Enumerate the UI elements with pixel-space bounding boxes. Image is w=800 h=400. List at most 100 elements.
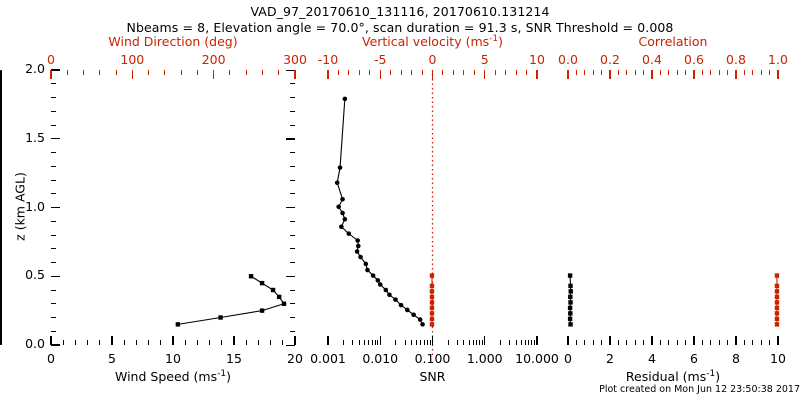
x-axis-bottom-minor-tick	[727, 340, 729, 345]
x-axis-top-minor-tick	[196, 70, 198, 75]
y-axis-minor-tick	[51, 97, 56, 98]
x-axis-bottom-label: Residual (ms-1)	[625, 369, 721, 385]
data-point-marker	[375, 278, 381, 283]
data-point-marker	[270, 287, 276, 293]
x-axis-bottom-minor-tick	[364, 340, 366, 345]
data-point-marker	[567, 316, 573, 322]
x-axis-bottom-tick-label: 10	[165, 351, 181, 366]
x-axis-top-minor-tick	[685, 70, 687, 75]
x-axis-bottom-minor-tick	[429, 340, 431, 345]
data-point-marker	[281, 301, 287, 306]
y-axis-tick	[51, 344, 60, 346]
x-axis-bottom-minor-tick	[468, 340, 470, 345]
x-axis-bottom-minor-tick	[659, 340, 661, 345]
x-axis-top-minor-tick	[526, 70, 528, 75]
data-point-marker	[429, 289, 435, 294]
x-axis-bottom-minor-tick	[509, 340, 511, 345]
y-axis-tick	[51, 138, 60, 140]
x-axis-top-minor-tick	[358, 70, 360, 75]
data-point-marker	[774, 273, 780, 278]
x-axis-bottom-minor-tick	[423, 340, 425, 345]
x-axis-bottom-tick	[536, 336, 538, 345]
x-axis-bottom-minor-tick	[701, 340, 703, 345]
x-axis-bottom-minor-tick	[499, 340, 501, 345]
plot-creation-timestamp: Plot created on Mon Jun 12 23:50:38 2017	[599, 384, 800, 395]
x-axis-bottom-minor-tick	[463, 340, 465, 345]
x-axis-top-tick-label: 1.0	[768, 52, 788, 67]
x-axis-top-minor-tick	[634, 70, 636, 75]
x-axis-bottom-minor-tick	[520, 340, 522, 345]
x-axis-bottom-minor-tick	[479, 340, 481, 345]
x-axis-top-tick-label: 0.8	[726, 52, 746, 67]
x-axis-bottom-minor-tick	[743, 340, 745, 345]
y-axis-right-tick	[290, 179, 295, 181]
x-axis-bottom-minor-tick	[270, 340, 272, 345]
y-axis-minor-tick	[51, 303, 56, 305]
data-point-marker	[429, 273, 435, 278]
y-axis-minor-tick	[51, 124, 56, 126]
x-axis-top-tick-label: 10	[529, 52, 545, 67]
data-point-marker	[429, 300, 435, 305]
x-axis-bottom-minor-tick	[395, 340, 397, 345]
x-axis-bottom-minor-tick	[601, 340, 603, 345]
y-axis-right-tick	[290, 330, 295, 332]
x-axis-bottom-tick	[327, 336, 329, 345]
x-axis-top-minor-tick	[617, 70, 619, 75]
data-point-marker	[248, 274, 254, 279]
x-axis-bottom-minor-tick	[416, 340, 418, 345]
y-axis-tick-label: 0.5	[25, 267, 45, 283]
x-axis-top-minor-tick	[676, 70, 678, 75]
x-axis-top-minor-tick	[584, 70, 586, 75]
x-axis-bottom-tick	[609, 336, 611, 345]
x-axis-top-label: Wind Direction (deg)	[108, 34, 238, 49]
y-axis-right-tick	[290, 97, 295, 98]
x-axis-top-minor-tick	[473, 70, 475, 75]
y-axis-minor-tick	[51, 289, 56, 291]
x-axis-bottom-minor-tick	[343, 340, 345, 345]
x-axis-top-tick	[735, 70, 737, 79]
x-axis-top-minor-tick	[643, 70, 645, 75]
data-point-marker	[429, 283, 435, 289]
x-axis-bottom-minor-tick	[257, 340, 259, 345]
x-axis-top-tick	[294, 70, 296, 79]
data-point-marker	[774, 311, 780, 316]
x-axis-top-minor-tick	[180, 70, 182, 75]
data-point-marker	[346, 231, 352, 236]
data-point-marker	[334, 180, 340, 186]
data-point-marker	[387, 292, 392, 298]
x-axis-top-minor-tick	[261, 70, 263, 75]
x-axis-bottom-tick-label: 1.000	[466, 351, 503, 366]
x-axis-top-label: Vertical velocity (ms-1)	[361, 34, 504, 50]
y-axis-right-tick	[286, 138, 295, 140]
x-axis-bottom-minor-tick	[352, 340, 354, 345]
y-axis-minor-tick	[51, 234, 56, 236]
x-axis-top-minor-tick	[701, 70, 703, 75]
x-axis-top-tick	[327, 70, 329, 79]
x-axis-bottom-tick-label: 10	[770, 351, 786, 366]
figure-subtitle: Nbeams = 8, Elevation angle = 70.0°, sca…	[126, 20, 674, 35]
x-axis-top-minor-tick	[760, 70, 762, 75]
x-axis-bottom-minor-tick	[62, 340, 64, 345]
x-axis-bottom-tick-label: 2	[606, 351, 614, 366]
x-axis-top-minor-tick	[400, 70, 402, 75]
data-point-marker	[568, 322, 573, 327]
data-series-line	[336, 98, 424, 325]
data-point-marker	[568, 294, 573, 300]
x-axis-bottom-minor-tick	[374, 340, 376, 345]
data-point-marker	[342, 96, 348, 102]
x-axis-bottom-minor-tick	[584, 340, 586, 345]
data-point-marker	[337, 165, 343, 170]
data-point-marker	[383, 287, 389, 293]
data-point-marker	[411, 312, 416, 318]
x-axis-bottom-minor-tick	[371, 340, 373, 345]
x-axis-top-tick	[651, 70, 653, 79]
x-axis-top-minor-tick	[494, 70, 496, 75]
x-axis-top-tick-label: 0.6	[684, 52, 704, 67]
x-axis-bottom-minor-tick	[358, 340, 360, 345]
data-point-marker	[568, 283, 573, 289]
data-point-marker	[398, 302, 404, 308]
data-point-marker	[354, 249, 360, 254]
x-axis-top-tick	[536, 70, 538, 79]
y-axis-right-tick	[290, 165, 295, 167]
x-axis-bottom-tick-label: 0.100	[414, 351, 451, 366]
